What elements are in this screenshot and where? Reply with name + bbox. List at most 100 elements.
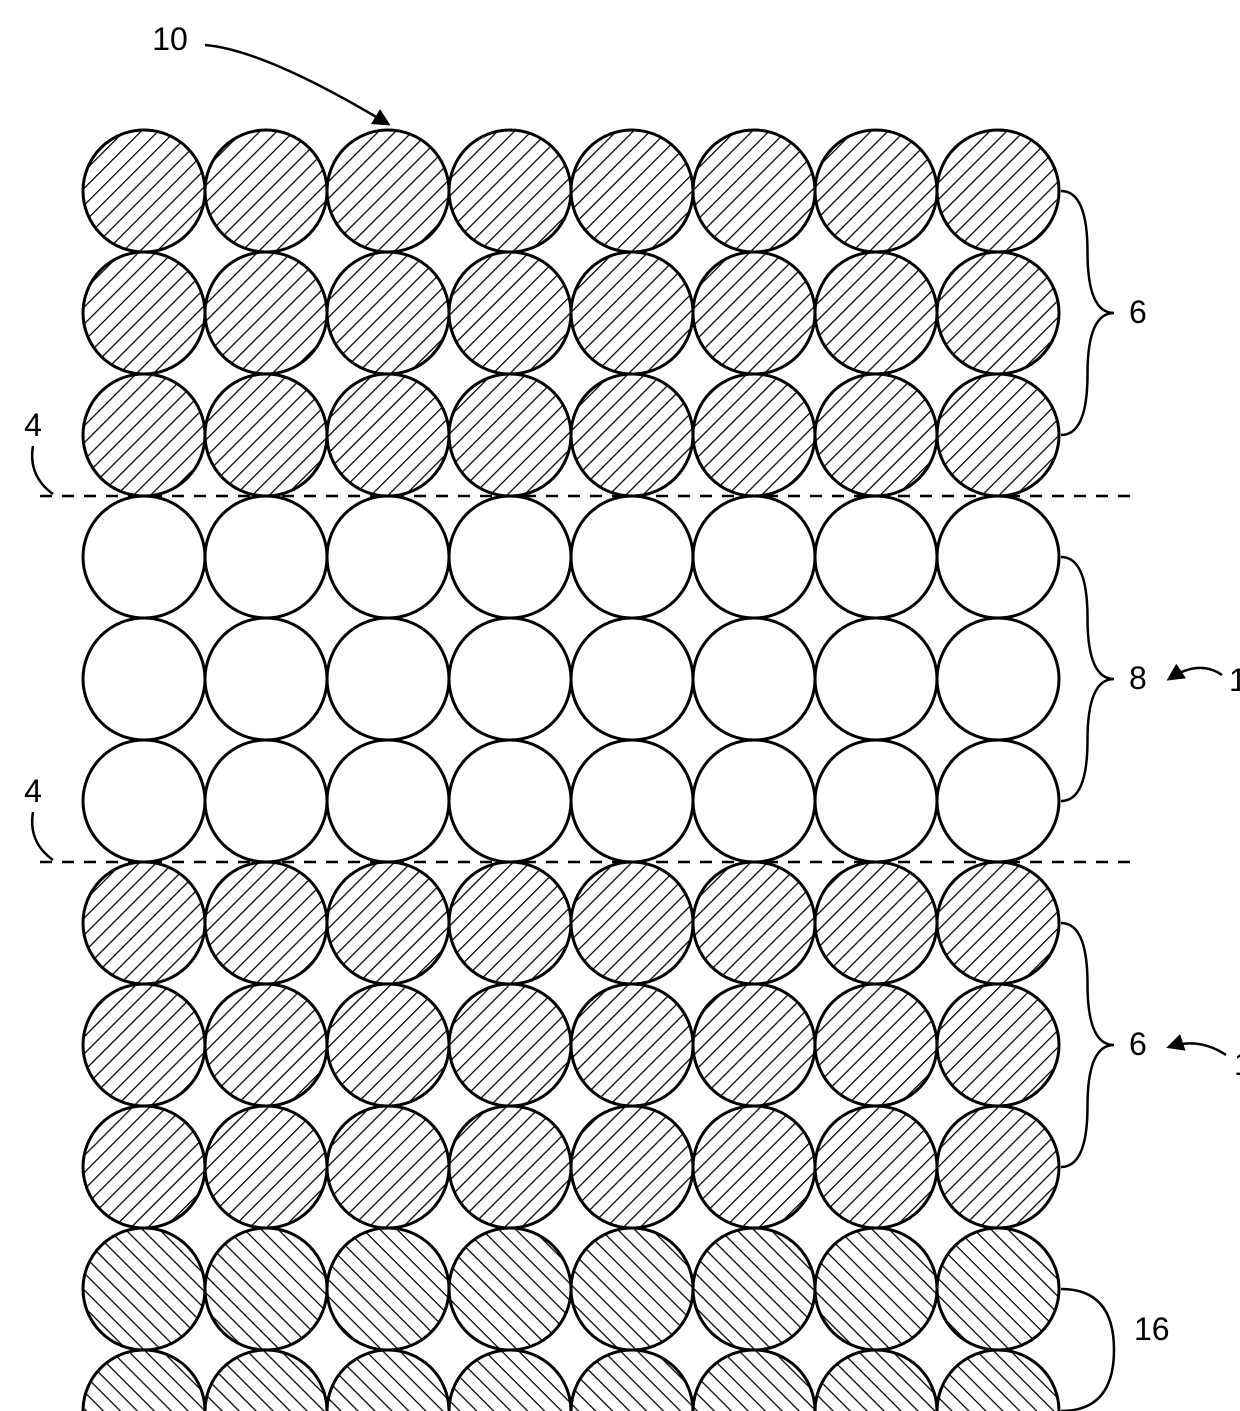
callout-arrow-12 <box>1169 1043 1226 1055</box>
particle-circle <box>327 496 449 618</box>
particle-circle <box>693 740 815 862</box>
particle-circle <box>693 1228 815 1350</box>
particle-circle <box>693 252 815 374</box>
brace-8 <box>1061 557 1114 801</box>
callout-arrow-10 <box>205 45 388 124</box>
brace-6-lower <box>1061 923 1114 1167</box>
label-4_upper: 4 <box>24 407 42 443</box>
particle-circle <box>205 862 327 984</box>
particle-circle <box>449 740 571 862</box>
particle-circle <box>83 618 205 740</box>
particle-circle <box>815 496 937 618</box>
particle-circle <box>693 618 815 740</box>
particle-circle <box>571 252 693 374</box>
particle-circle <box>205 496 327 618</box>
particle-circle <box>449 618 571 740</box>
particle-circle <box>327 1228 449 1350</box>
particle-circle <box>571 862 693 984</box>
callout-arrow-14 <box>1169 668 1222 679</box>
particle-circle <box>205 1350 327 1411</box>
particle-circle <box>693 862 815 984</box>
particle-circle <box>815 862 937 984</box>
particle-circle <box>937 1228 1059 1350</box>
label-8: 8 <box>1129 660 1147 696</box>
particle-circle <box>815 740 937 862</box>
particle-circle <box>449 374 571 496</box>
particle-circle <box>937 1350 1059 1411</box>
particle-circle <box>205 984 327 1106</box>
particle-circle <box>571 130 693 252</box>
particle-circle <box>815 130 937 252</box>
particle-circle <box>83 252 205 374</box>
particle-circle <box>449 862 571 984</box>
particle-circle <box>83 1106 205 1228</box>
particle-circle <box>205 1228 327 1350</box>
particle-circle <box>571 496 693 618</box>
callout-hook-4-lower <box>32 812 53 860</box>
particle-circle <box>83 862 205 984</box>
particle-circle <box>205 252 327 374</box>
label-4_lower: 4 <box>24 773 42 809</box>
label-12: 12 <box>1234 1046 1240 1082</box>
particle-circle <box>327 374 449 496</box>
particle-circle <box>449 1228 571 1350</box>
particle-circle <box>83 374 205 496</box>
particle-circle <box>327 130 449 252</box>
particle-circle <box>693 1350 815 1411</box>
callout-hook-4-upper <box>32 446 53 494</box>
particle-circle <box>205 374 327 496</box>
particle-circle <box>449 130 571 252</box>
particle-circle <box>83 1228 205 1350</box>
particle-circle <box>815 1350 937 1411</box>
particle-circle <box>205 740 327 862</box>
particle-circle <box>571 618 693 740</box>
label-6_lower: 6 <box>1129 1026 1147 1062</box>
particle-circle <box>327 862 449 984</box>
particle-circle <box>83 496 205 618</box>
particle-circle <box>815 984 937 1106</box>
particle-circle <box>693 130 815 252</box>
particle-circle <box>571 1350 693 1411</box>
particle-circle <box>693 496 815 618</box>
particle-circle <box>937 374 1059 496</box>
particle-circle <box>571 374 693 496</box>
brace-16 <box>1061 1289 1114 1411</box>
brace-6-upper <box>1061 191 1114 435</box>
particle-circle <box>449 1350 571 1411</box>
particle-circle <box>83 130 205 252</box>
particle-circle <box>327 1106 449 1228</box>
particle-circle <box>571 740 693 862</box>
particle-circle <box>327 984 449 1106</box>
particle-circle <box>937 862 1059 984</box>
particle-circle <box>449 1106 571 1228</box>
particle-circle <box>693 374 815 496</box>
particle-circle <box>449 252 571 374</box>
particle-circle <box>205 1106 327 1228</box>
particle-circle <box>815 374 937 496</box>
particle-circle <box>937 252 1059 374</box>
particle-circle <box>937 740 1059 862</box>
label-10: 10 <box>152 21 188 57</box>
particle-circle <box>205 130 327 252</box>
particle-circle <box>327 740 449 862</box>
particle-circle <box>449 984 571 1106</box>
particle-circle <box>571 1228 693 1350</box>
particle-circle <box>937 496 1059 618</box>
particle-circle <box>327 618 449 740</box>
particle-circle <box>937 130 1059 252</box>
particle-circle <box>815 252 937 374</box>
particle-circle <box>937 1106 1059 1228</box>
particle-circle <box>937 984 1059 1106</box>
label-14: 14 <box>1229 662 1240 698</box>
particle-circle <box>327 1350 449 1411</box>
particle-circle <box>815 618 937 740</box>
label-16: 16 <box>1134 1311 1170 1347</box>
particle-circle <box>571 1106 693 1228</box>
particle-circle <box>571 984 693 1106</box>
particle-circle <box>937 618 1059 740</box>
particle-circle <box>815 1228 937 1350</box>
particle-circle <box>815 1106 937 1228</box>
particle-grid <box>83 130 1059 1411</box>
particle-circle <box>83 1350 205 1411</box>
particle-circle <box>83 740 205 862</box>
